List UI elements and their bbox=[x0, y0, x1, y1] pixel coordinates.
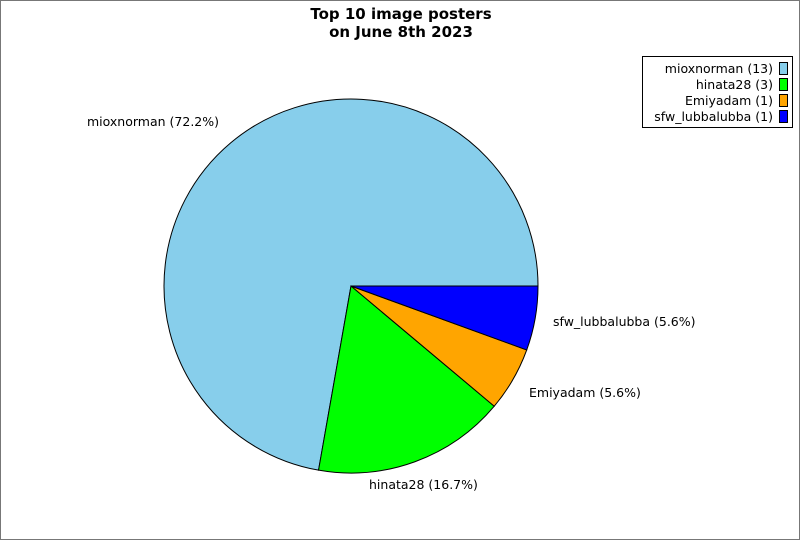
slice-label-mioxnorman: mioxnorman (72.2%) bbox=[87, 114, 219, 129]
legend-item-sfw-lubbalubba: sfw_lubbalubba (1) bbox=[647, 108, 788, 124]
legend-swatch bbox=[779, 77, 788, 91]
pie-slice-hinata28 bbox=[317, 285, 495, 474]
chart-title-line-2: on June 8th 2023 bbox=[329, 23, 473, 41]
slice-label-hinata28: hinata28 (16.7%) bbox=[369, 477, 478, 492]
legend-item-hinata28: hinata28 (3) bbox=[647, 76, 788, 92]
chart-title-line-1: Top 10 image posters bbox=[310, 5, 492, 23]
legend-swatch bbox=[779, 109, 788, 123]
legend-swatch bbox=[779, 61, 788, 75]
legend-swatch bbox=[779, 93, 788, 107]
legend-label: Emiyadam (1) bbox=[684, 92, 773, 108]
pie-slice-sfw-lubbalubba bbox=[350, 285, 539, 351]
legend-label: sfw_lubbalubba (1) bbox=[654, 108, 773, 124]
slice-label-emiyadam: Emiyadam (5.6%) bbox=[529, 385, 641, 400]
legend-item-mioxnorman: mioxnorman (13) bbox=[647, 60, 788, 76]
legend-label: mioxnorman (13) bbox=[664, 60, 773, 76]
pie-slice-mioxnorman bbox=[163, 98, 539, 471]
chart-legend: mioxnorman (13) hinata28 (3) Emiyadam (1… bbox=[642, 56, 793, 128]
slice-label-sfw-lubbalubba: sfw_lubbalubba (5.6%) bbox=[553, 314, 696, 329]
legend-item-emiyadam: Emiyadam (1) bbox=[647, 92, 788, 108]
legend-label: hinata28 (3) bbox=[695, 76, 773, 92]
chart-title: Top 10 image posters on June 8th 2023 bbox=[1, 5, 800, 41]
